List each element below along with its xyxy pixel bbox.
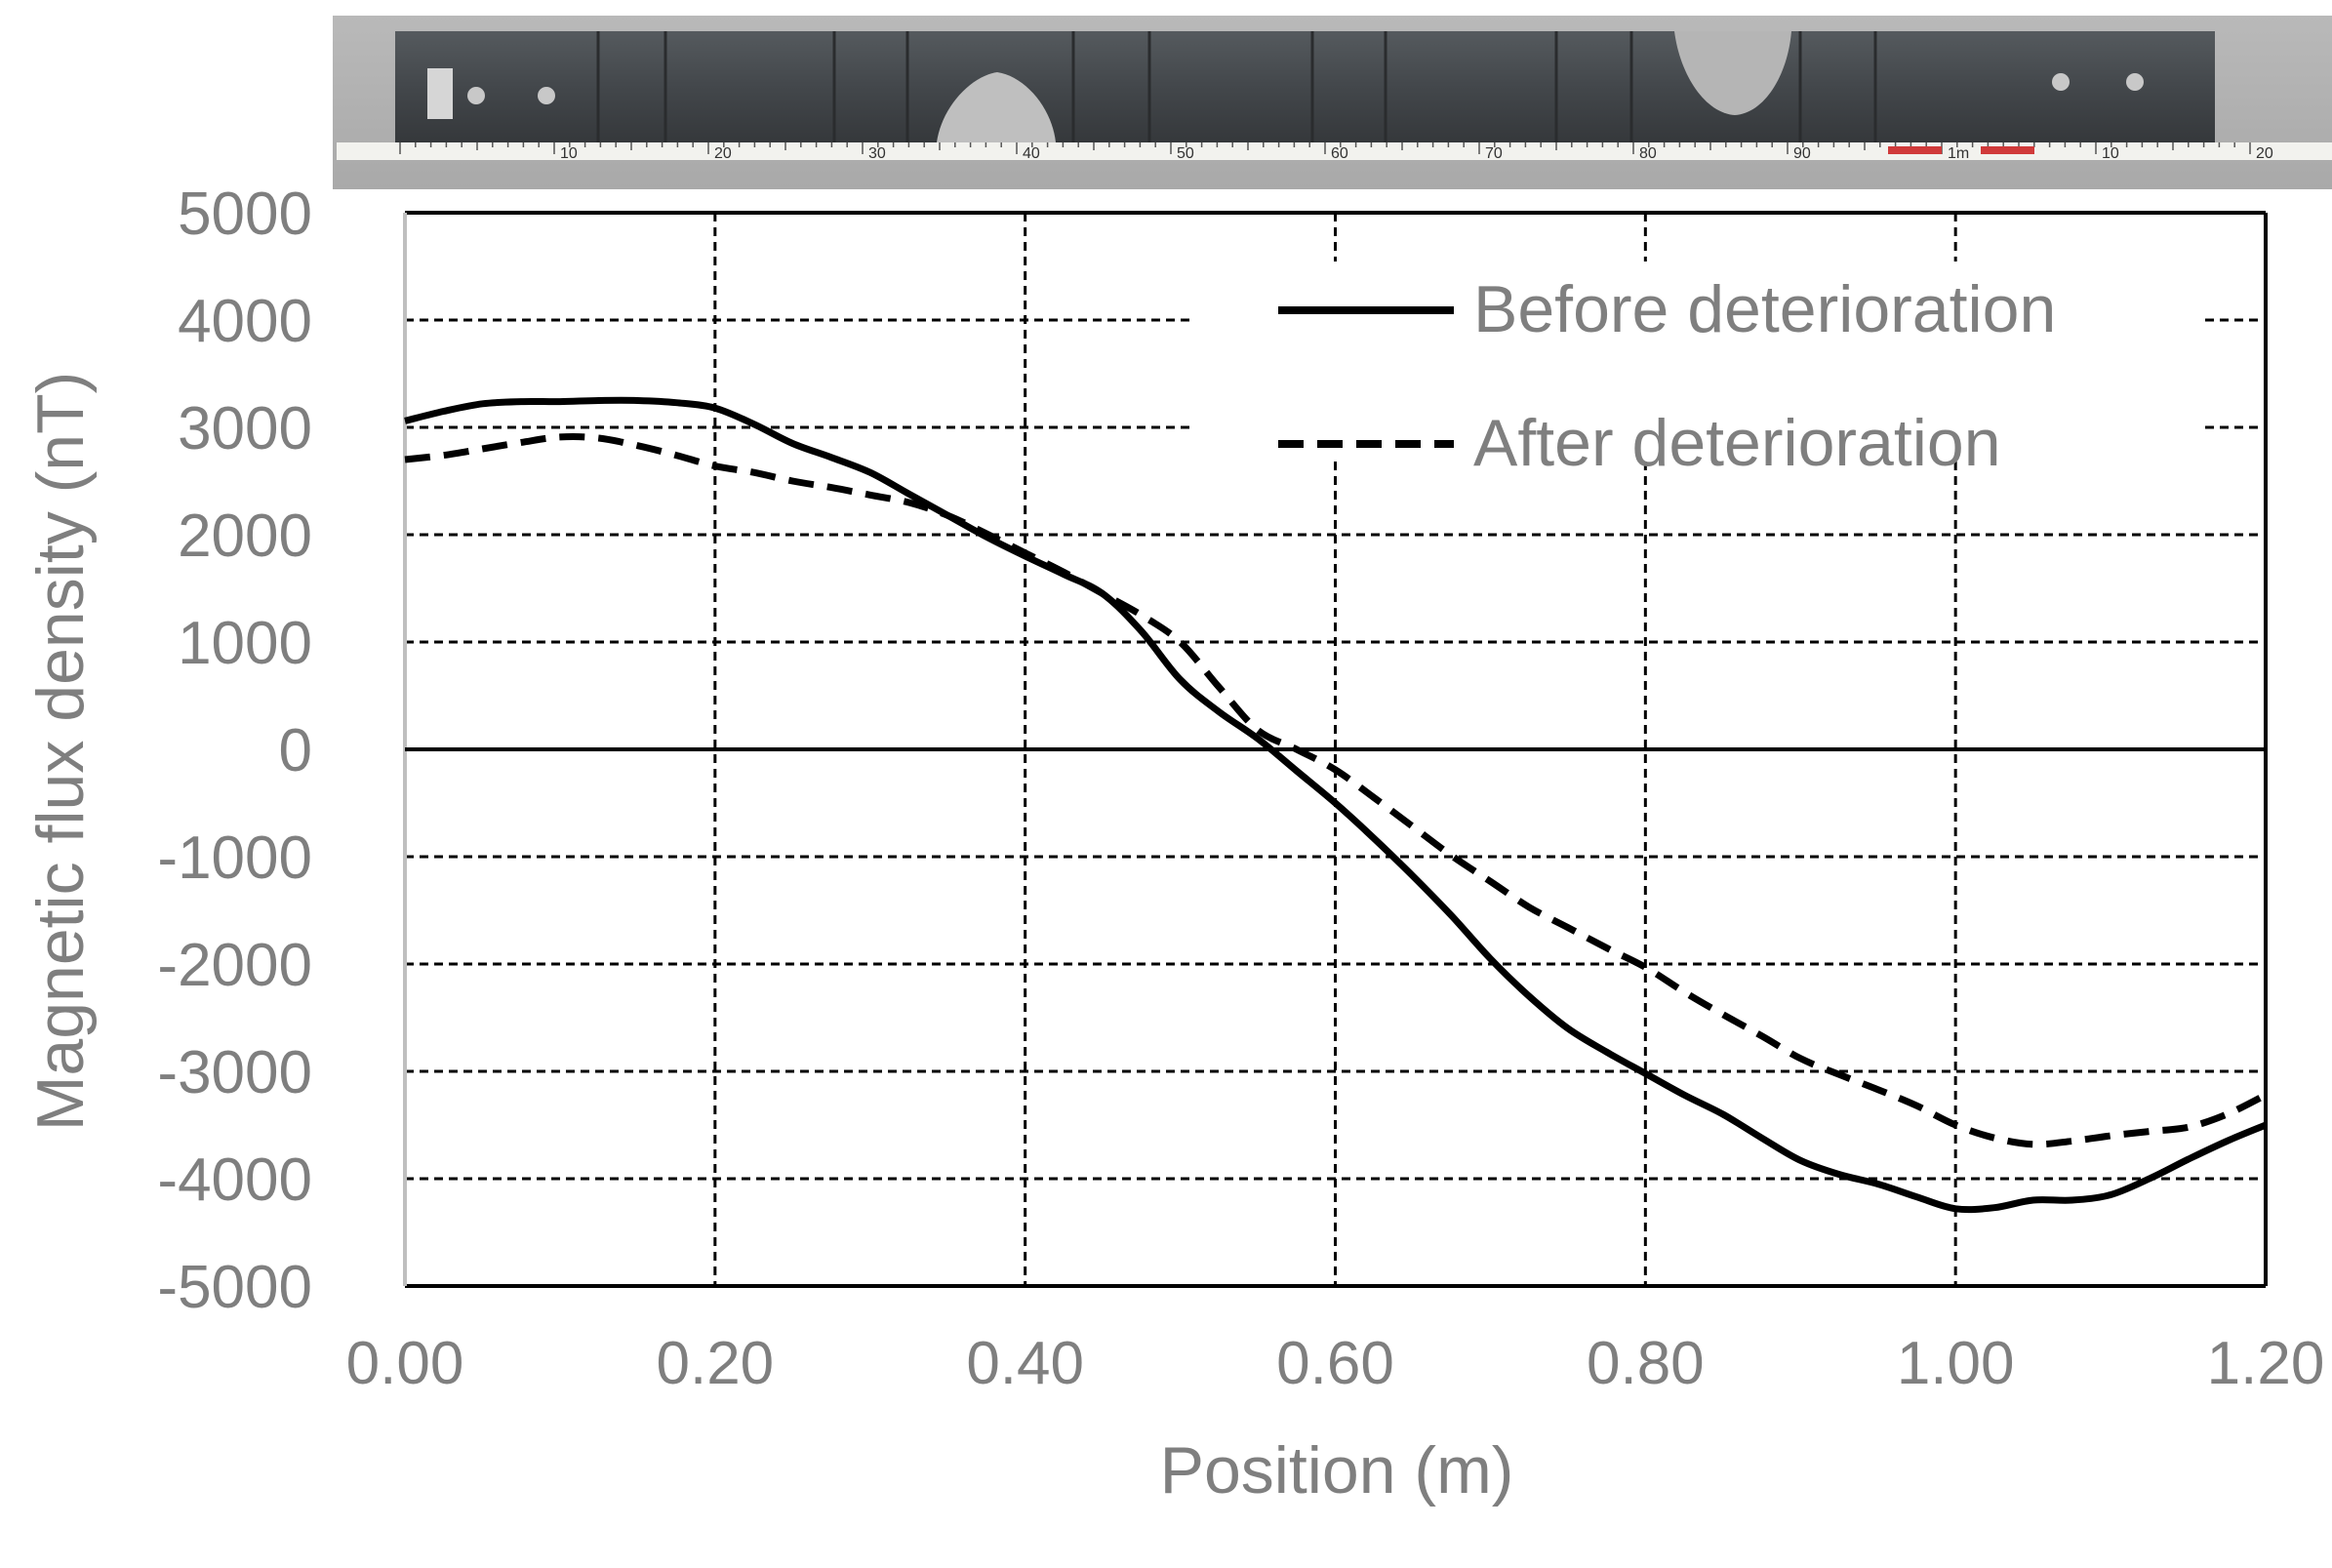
ruler-label: 10 [2102, 145, 2119, 162]
axes [403, 211, 2268, 1288]
ruler-label: 30 [868, 145, 886, 162]
bolt-hole [538, 87, 555, 104]
specimen-tag [427, 68, 453, 119]
x-tick-label: 0.20 [656, 1330, 774, 1397]
y-axis-title: Magnetic flux density (nT) [23, 372, 98, 1132]
ruler-label: 50 [1177, 145, 1194, 162]
y-tick-label: -1000 [157, 824, 312, 892]
ruler-label: 90 [1793, 145, 1811, 162]
steel-plate [395, 31, 2215, 142]
legend-label-before: Before deterioration [1473, 272, 2056, 346]
bolt-hole [2052, 73, 2070, 91]
y-tick-labels: 5000 4000 3000 2000 1000 0 -1000 -2000 -3000 -400… [157, 181, 312, 1321]
x-tick-label: 0.00 [346, 1330, 464, 1397]
legend-background [1190, 261, 2200, 457]
x-tick-label: 1.00 [1897, 1330, 2015, 1397]
ruler-label: 10 [560, 145, 578, 162]
ruler-label: 20 [2256, 145, 2273, 162]
y-tick-label: 4000 [178, 288, 312, 355]
y-tick-label: -5000 [157, 1254, 312, 1321]
x-tick-label: 0.60 [1276, 1330, 1394, 1397]
specimen-photo: 10 20 30 40 50 60 70 80 90 1m 10 20 [333, 16, 2332, 189]
x-axis-title: Position (m) [1160, 1433, 1514, 1508]
chart-plot-area: 5000 4000 3000 2000 1000 0 -1000 -2000 -3000 -400… [23, 181, 2324, 1508]
x-tick-label: 0.80 [1587, 1330, 1705, 1397]
x-tick-label: 0.40 [966, 1330, 1084, 1397]
x-tick-label: 1.20 [2207, 1330, 2325, 1397]
x-tick-labels: 0.00 0.20 0.40 0.60 0.80 1.00 1.20 [346, 1330, 2325, 1397]
ruler-red-mark [1888, 146, 1942, 154]
y-tick-label: -3000 [157, 1039, 312, 1106]
y-tick-label: 5000 [178, 181, 312, 248]
y-tick-label: 3000 [178, 395, 312, 462]
series-layer [404, 396, 2268, 1214]
series-line-before [404, 396, 2268, 1214]
ruler-labels: 10 20 30 40 50 60 70 80 90 1m 10 20 [560, 145, 2273, 162]
y-tick-label: 1000 [178, 610, 312, 677]
y-tick-label: 2000 [178, 503, 312, 570]
ruler-label: 80 [1639, 145, 1657, 162]
ruler-label: 40 [1023, 145, 1040, 162]
ruler-label: 1m [1948, 145, 1969, 162]
series-line-after [404, 433, 2268, 1148]
ruler-label: 20 [714, 145, 732, 162]
bolt-hole [467, 87, 485, 104]
bolt-hole [2126, 73, 2144, 91]
ruler-label: 70 [1485, 145, 1503, 162]
ruler-red-mark [1981, 146, 2034, 154]
cutout [937, 72, 1056, 142]
ruler-label: 60 [1331, 145, 1348, 162]
plate-seams [596, 31, 1877, 142]
y-tick-label: -4000 [157, 1146, 312, 1214]
ruler-ticks [399, 142, 2251, 154]
y-tick-label: 0 [279, 717, 312, 784]
cutout [1674, 31, 1791, 115]
legend: Before deterioration After deterioration [1190, 261, 2200, 480]
legend-label-after: After deterioration [1473, 406, 2001, 480]
y-tick-label: -2000 [157, 932, 312, 999]
